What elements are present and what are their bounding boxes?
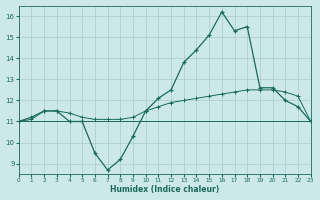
X-axis label: Humidex (Indice chaleur): Humidex (Indice chaleur)	[110, 185, 219, 194]
